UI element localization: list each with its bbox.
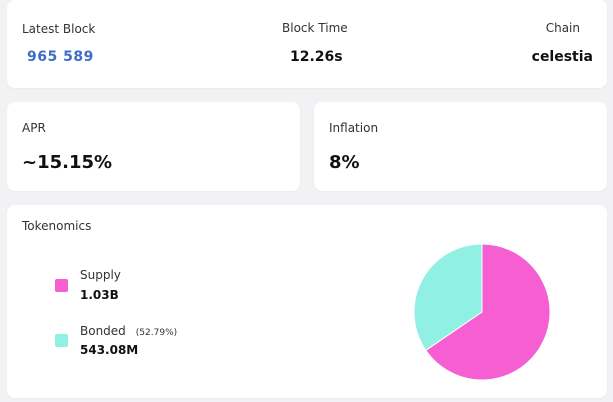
supply-swatch	[55, 279, 68, 292]
bonded-legend-value: 543.08M	[80, 343, 139, 357]
supply-legend-value: 1.03B	[80, 288, 119, 302]
block-time-value: 12.26s	[290, 49, 343, 65]
latest-block-value[interactable]: 965 589	[27, 49, 94, 65]
inflation-card: Inflation 8%	[314, 102, 607, 191]
pie-slice-supply[interactable]	[425, 243, 551, 381]
bonded-legend-name: Bonded	[80, 324, 126, 338]
pie-slice-bonded[interactable]	[413, 243, 483, 351]
chain-label: Chain	[545, 21, 580, 35]
chain-stats-card: Latest Block 965 589 Block Time 12.26s C…	[7, 0, 607, 88]
tokenomics-pie-chart	[413, 243, 551, 381]
apr-card: APR ~15.15%	[7, 102, 300, 191]
chain-value: celestia	[531, 49, 593, 65]
supply-legend-name: Supply	[80, 268, 121, 282]
inflation-value: 8%	[329, 152, 360, 173]
latest-block-label: Latest Block	[22, 22, 96, 36]
block-time-label: Block Time	[282, 21, 348, 35]
apr-label: APR	[22, 121, 46, 135]
bonded-swatch	[55, 334, 68, 347]
tokenomics-card: Tokenomics Supply 1.03B Bonded (52.79%) 5…	[7, 205, 607, 398]
apr-value: ~15.15%	[22, 152, 113, 173]
tokenomics-title: Tokenomics	[22, 219, 92, 233]
inflation-label: Inflation	[329, 121, 379, 135]
bonded-legend-pct: (52.79%)	[135, 328, 178, 338]
